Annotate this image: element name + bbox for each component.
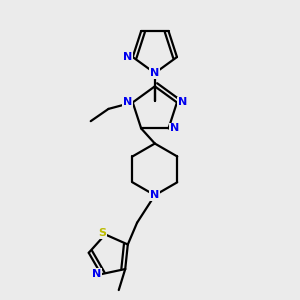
Text: N: N <box>170 123 179 134</box>
Text: N: N <box>178 98 188 107</box>
Text: N: N <box>92 269 101 279</box>
Text: N: N <box>150 68 160 78</box>
Text: S: S <box>98 228 106 238</box>
Text: N: N <box>123 52 133 62</box>
Text: N: N <box>150 190 160 200</box>
Text: N: N <box>123 98 133 107</box>
